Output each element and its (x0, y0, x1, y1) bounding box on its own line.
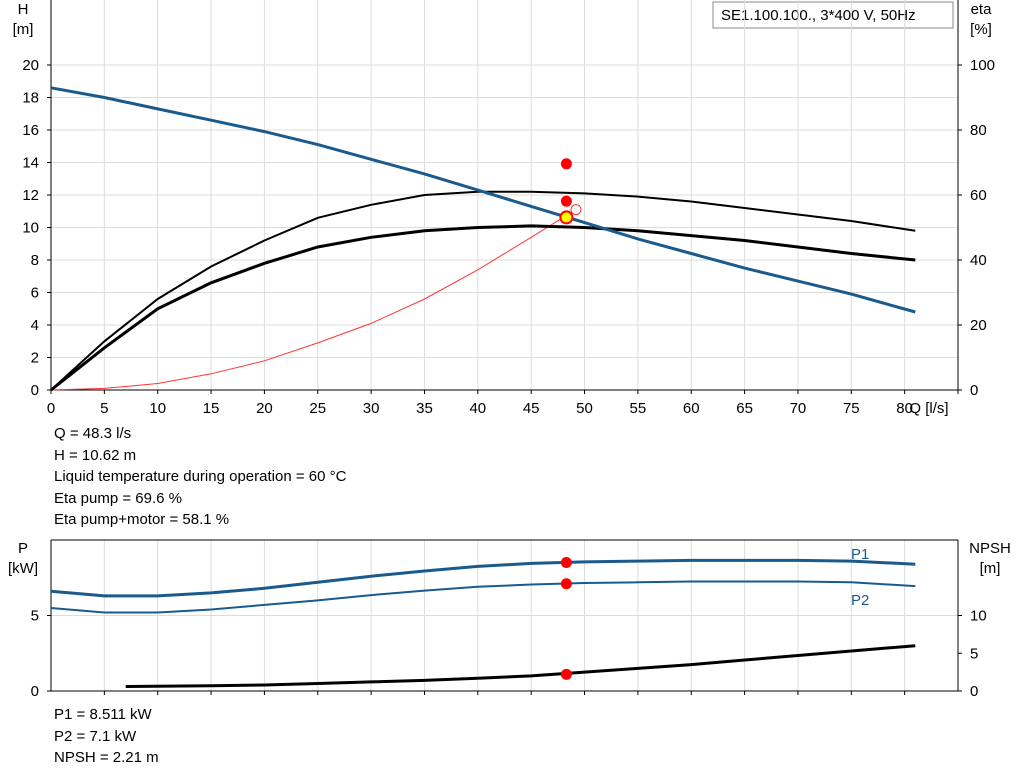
p2-label: P2 (851, 592, 869, 609)
y-axis-right-unit: [m] (980, 560, 1001, 577)
tick-label-right: 10 (970, 608, 987, 625)
info-p1: P1 = 8.511 kW (54, 706, 152, 723)
tick-label-left: 18 (22, 90, 39, 107)
tick-label-x: 15 (203, 400, 220, 417)
tick-label-left: 0 (31, 382, 39, 399)
tick-label-x: 75 (843, 400, 860, 417)
y-axis-left-unit: [m] (13, 21, 34, 38)
info-h: H = 10.62 m (54, 446, 137, 464)
tick-label-left: 20 (22, 57, 39, 74)
duty-point-npsh (560, 668, 572, 680)
info-eta-total: Eta pump+motor = 58.1 % (54, 511, 230, 528)
duty-point-eta-pump (560, 158, 572, 170)
title-box (712, 1, 954, 29)
tick-label-x: 5 (100, 400, 108, 417)
tick-label-left: 12 (22, 187, 39, 204)
tick-label-left: 4 (31, 317, 39, 334)
system-curve-end-marker (570, 204, 582, 216)
tick-label-x: 65 (736, 400, 753, 417)
eta-total-curve (50, 224, 916, 392)
tick-label-right: 0 (970, 382, 978, 399)
tick-label-x: 40 (469, 400, 486, 417)
y-axis-left-label: P (18, 540, 28, 557)
info-eta-pump: Eta pump = 69.6 % (54, 489, 182, 507)
duty-point-p2 (560, 578, 572, 590)
tick-label-left: 8 (31, 252, 39, 269)
y-axis-right-label: eta (971, 1, 993, 18)
tick-label-x: 35 (416, 400, 433, 417)
y-axis-left-unit: [kW] (8, 560, 38, 577)
tick-label-x: 60 (683, 400, 700, 417)
npsh-curve (125, 644, 916, 688)
title-box-text: SE1.100.100., 3*400 V, 50Hz (721, 7, 916, 24)
tick-label-left: 14 (22, 155, 39, 172)
tick-label-x: 50 (576, 400, 593, 417)
duty-point-eta-total (560, 195, 572, 207)
duty-point-p1 (560, 556, 572, 568)
tick-label-left: 10 (22, 220, 39, 237)
p1-curve (50, 558, 916, 598)
eta-pump-curve (50, 190, 916, 391)
duty-point-head (559, 210, 574, 225)
tick-label-x: 45 (523, 400, 540, 417)
y-axis-left-label: H (18, 1, 29, 18)
tick-label-right: 60 (970, 187, 987, 204)
tick-label-left: 5 (31, 608, 39, 625)
tick-label-x: 70 (790, 400, 807, 417)
info-npsh: NPSH = 2.21 m (54, 749, 159, 766)
system-curve (50, 209, 577, 391)
y-axis-right-unit: [%] (970, 21, 992, 38)
tick-label-right: 5 (970, 645, 978, 662)
tick-label-x: 55 (630, 400, 647, 417)
tick-label-left: 16 (22, 122, 39, 139)
p2-curve (50, 580, 916, 614)
tick-label-right: 0 (970, 683, 978, 700)
tick-label-left: 2 (31, 350, 39, 367)
info-temperature: Liquid temperature during operation = 60… (54, 468, 347, 485)
tick-label-left: 0 (31, 683, 39, 700)
tick-label-x: 20 (256, 400, 273, 417)
tick-label-right: 100 (970, 57, 995, 74)
tick-label-right: 20 (970, 317, 987, 334)
tick-label-right: 80 (970, 122, 987, 139)
info-q: Q = 48.3 l/s (54, 425, 132, 442)
tick-label-x: 30 (363, 400, 380, 417)
tick-label-right: 40 (970, 252, 987, 269)
y-axis-right-label: NPSH (969, 540, 1011, 557)
head-curve (50, 86, 916, 314)
tick-label-x: 25 (309, 400, 326, 417)
tick-label-x: 0 (47, 400, 55, 417)
p1-label: P1 (851, 546, 869, 563)
x-axis-label: Q [l/s] (909, 400, 948, 417)
tick-label-left: 6 (31, 285, 39, 302)
tick-label-x: 80 (896, 400, 913, 417)
tick-label-x: 10 (149, 400, 166, 417)
duty-info-top: Q = 48.3 l/s H = 10.62 m Liquid temperat… (54, 423, 346, 531)
duty-info-bottom: P1 = 8.511 kW P2 = 7.1 kW NPSH = 2.21 m (54, 704, 159, 769)
info-p2: P2 = 7.1 kW (54, 727, 137, 745)
